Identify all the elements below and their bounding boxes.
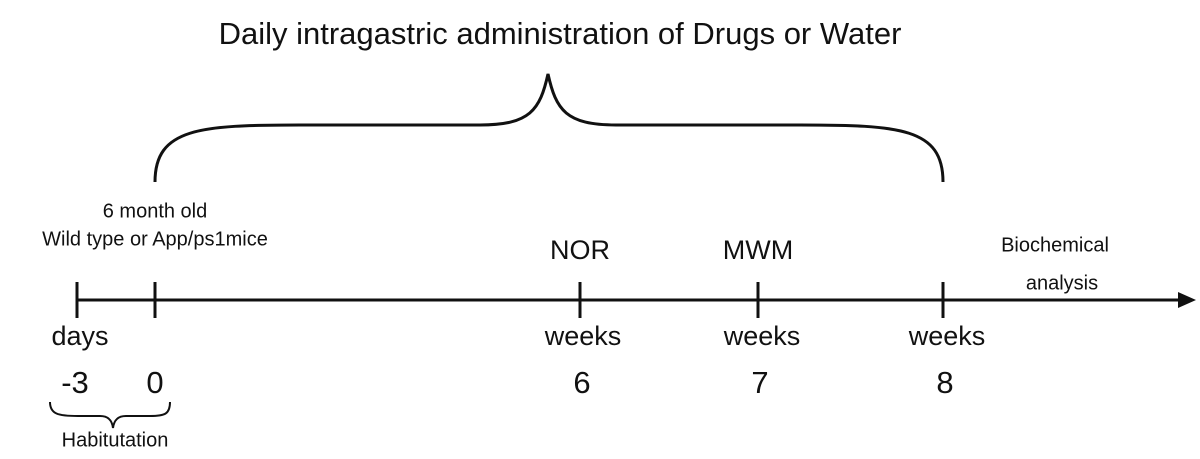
end-label: Biochemical xyxy=(1001,234,1109,256)
unit-label: weeks xyxy=(544,321,622,351)
unit-label: days xyxy=(51,321,108,351)
tick-value: 7 xyxy=(751,365,768,400)
event-label: MWM xyxy=(723,235,793,265)
unit-label: weeks xyxy=(723,321,801,351)
arrow-head xyxy=(1178,292,1196,308)
unit-label: weeks xyxy=(908,321,986,351)
tick-value: 6 xyxy=(573,365,590,400)
start-label: Wild type or App/ps1mice xyxy=(42,228,268,250)
tick-value: 8 xyxy=(936,365,953,400)
event-label: NOR xyxy=(550,235,610,265)
brace xyxy=(153,73,945,183)
small-brace xyxy=(49,401,171,429)
tick-value: -3 xyxy=(61,365,89,400)
habituation-label: Habitutation xyxy=(62,429,169,451)
start-label: 6 month old xyxy=(103,200,208,222)
end-label: analysis xyxy=(1026,272,1098,294)
tick-value: 0 xyxy=(146,365,163,400)
title: Daily intragastric administration of Dru… xyxy=(219,16,902,51)
